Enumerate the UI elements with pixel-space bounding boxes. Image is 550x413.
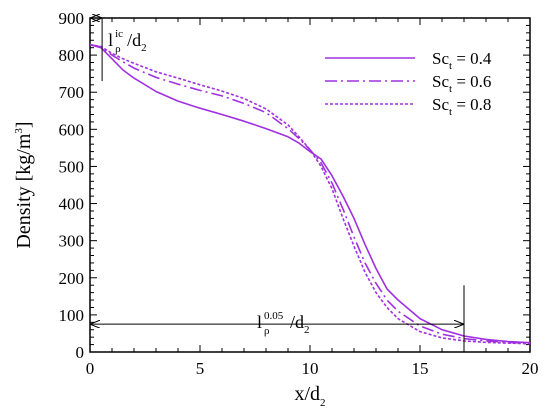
legend-label-2: Sct = 0.6 <box>432 72 491 95</box>
x-tick-label: 5 <box>196 359 205 378</box>
x-tick-label: 20 <box>522 359 539 378</box>
axis-ticks <box>89 17 531 353</box>
series-line-3 <box>89 43 531 345</box>
annotation-label-l005: l 0.05 ρ/d2 <box>257 310 310 337</box>
y-tick-label: 200 <box>59 269 85 288</box>
series-line-2 <box>89 43 531 344</box>
y-tick-label: 800 <box>59 46 85 65</box>
legend-label-1: Sct = 0.4 <box>432 49 492 72</box>
y-tick-label: 900 <box>59 9 85 28</box>
y-tick-label: 400 <box>59 195 85 214</box>
x-axis-label: x/d2 <box>294 383 325 409</box>
x-tick-label: 15 <box>412 359 429 378</box>
legend-label-3: Sct = 0.8 <box>432 95 491 118</box>
y-tick-label: 700 <box>59 83 85 102</box>
y-axis-label: Density [kg/m3] <box>13 121 35 248</box>
y-tick-label: 600 <box>59 120 85 139</box>
y-tick-label: 0 <box>76 343 85 362</box>
y-tick-label: 300 <box>59 232 85 251</box>
x-tick-label: 10 <box>302 359 319 378</box>
y-tick-label: 500 <box>59 157 85 176</box>
y-tick-label: 100 <box>59 306 85 325</box>
x-tick-label: 0 <box>86 359 95 378</box>
annotation-label-lic: l ic ρ/d2 <box>108 28 147 55</box>
annotations: l ic ρ/d2 l 0.05 ρ/d2 <box>91 18 465 352</box>
